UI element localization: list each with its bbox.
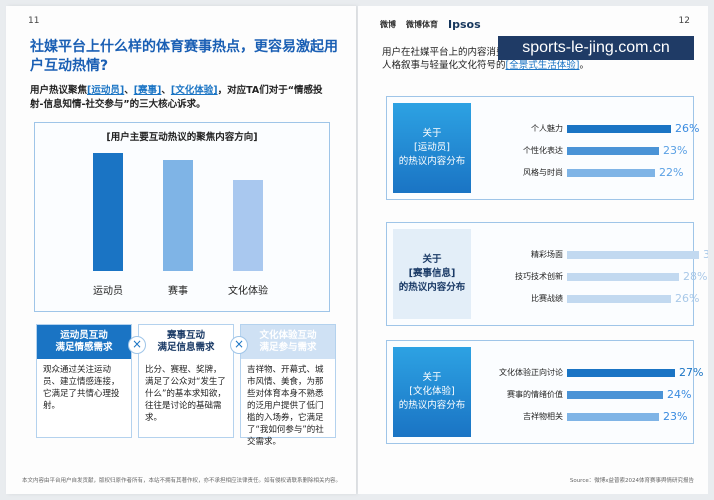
distribution-panel: 关于 [运动员] 的热议内容分布 个人魅力 26% 个性化表达 23% 风格与时尚 22% [386, 96, 699, 200]
value-label: 24% [667, 388, 692, 401]
footnote: 本文内容由平台用户自发贡献，版权归原作者所有，本站不拥有其著作权，亦不承担相应法… [22, 478, 342, 484]
panel-head: 关于 [文化体验] 的热议内容分布 [393, 347, 471, 437]
bar-chart: [用户主要互动热议的聚焦内容方向] 运动员 赛事 文化体验 [34, 122, 330, 312]
value-label: 28% [683, 270, 708, 283]
cards-row: 运动员互动 满足情感需求观众通过关注运动员、建立情感连接，它满足了共情心理投射。… [36, 324, 336, 447]
bar-个人魅力 [567, 125, 671, 133]
panel-head: 关于 [运动员] 的热议内容分布 [393, 103, 471, 193]
cross-icon: × [128, 336, 146, 354]
info-card: 文化体验互动 满足参与需求吉祥物、开幕式、城市风情、美食，为那些对体育本身不熟悉… [240, 324, 336, 447]
distribution-panel: 关于 [赛事信息] 的热议内容分布 精彩场面 33% 技巧技术创新 28% 比赛战绩 26% [386, 222, 708, 326]
bar-个性化表达 [567, 147, 659, 155]
bar-label: 吉祥物相关 [523, 412, 563, 421]
bar-赛事的情绪价值 [567, 391, 663, 399]
bar-吉祥物相关 [567, 413, 659, 421]
value-label: 23% [663, 144, 688, 157]
bar-row: 比赛战绩 26% [477, 292, 699, 305]
cross-icon: × [230, 336, 248, 354]
value-label: 22% [659, 166, 684, 179]
value-label: 33% [703, 248, 708, 261]
footnote: Source：微博x益普索2024体育赛事舆情研究报告 [569, 478, 694, 484]
bar-技巧技术创新 [567, 273, 679, 281]
card-head: 文化体验互动 满足参与需求 [241, 325, 335, 359]
bar-label: 运动员 [93, 286, 123, 297]
bar-row: 吉祥物相关 23% [477, 410, 688, 423]
card-head: 运动员互动 满足情感需求 [37, 325, 131, 359]
card-body: 观众通过关注运动员、建立情感连接，它满足了共情心理投射。 [43, 365, 120, 411]
bar-label: 技巧技术创新 [515, 272, 563, 281]
bar-row: 个人魅力 26% [477, 122, 699, 135]
bar-风格与时尚 [567, 169, 655, 177]
distribution-panel: 关于 [文化体验] 的热议内容分布 文化体验正向讨论 27% 赛事的情绪价值 24% 吉祥… [386, 340, 703, 444]
page-number: 12 [678, 16, 690, 26]
right-page: 微博 微博体育 Ipsos 12 用户在社媒平台上的内容消费从单一的赛事播报，进… [358, 6, 708, 494]
bar-文化体验正向讨论 [567, 369, 675, 377]
card-body: 吉祥物、开幕式、城市风情、美食，为那些对体育本身不熟悉的泛用户提供了低门槛的入场… [247, 365, 324, 447]
intro-text: 用户热议聚焦[运动员]、[赛事]、[文化体验]，对应TA们对于“情感投射-信息知… [30, 85, 323, 110]
bar-精彩场面 [567, 251, 699, 259]
bar-row: 技巧技术创新 28% [477, 270, 707, 283]
card-head: 赛事互动 满足信息需求 [139, 325, 233, 359]
bar-赛事 [163, 160, 193, 271]
bar-label: 风格与时尚 [523, 168, 563, 177]
left-page: 11 社媒平台上什么样的体育赛事热点，更容易激起用户互动热情? 用户热议聚焦[运… [6, 6, 356, 494]
value-label: 26% [675, 122, 700, 135]
bar-label: 个性化表达 [523, 146, 563, 155]
bar-row: 个性化表达 23% [477, 144, 688, 157]
bar-label: 赛事 [168, 286, 188, 297]
bar-label: 精彩场面 [531, 250, 563, 259]
bar-row: 文化体验正向讨论 27% [477, 366, 703, 379]
bar-文化体验 [233, 180, 263, 271]
ipsos-logo: Ipsos [448, 18, 481, 31]
bar-row: 精彩场面 33% [477, 248, 708, 261]
chart-title: [用户主要互动热议的聚焦内容方向] [106, 132, 258, 143]
value-label: 26% [675, 292, 700, 305]
bar-比赛战绩 [567, 295, 671, 303]
bar-label: 比赛战绩 [531, 294, 563, 303]
weibo-sports-logo: 微博体育 [406, 20, 438, 29]
logo-bar: 微博 微博体育 Ipsos [380, 18, 481, 31]
bar-运动员 [93, 153, 123, 271]
page-number: 11 [28, 16, 40, 26]
watermark: sports-le-jing.com.cn [498, 36, 694, 60]
panel-head: 关于 [赛事信息] 的热议内容分布 [393, 229, 471, 319]
bar-row: 风格与时尚 22% [477, 166, 687, 179]
bar-label: 文化体验 [228, 286, 268, 297]
value-label: 23% [663, 410, 688, 423]
value-label: 27% [679, 366, 704, 379]
bar-row: 赛事的情绪价值 24% [477, 388, 691, 401]
info-card: 赛事互动 满足信息需求比分、赛程、奖牌，满足了公众对“发生了什么”的基本求知欲，… [138, 324, 234, 438]
card-body: 比分、赛程、奖牌，满足了公众对“发生了什么”的基本求知欲，往往是讨论的基础需求。 [145, 365, 226, 423]
page-title: 社媒平台上什么样的体育赛事热点，更容易激起用户互动热情? [30, 39, 338, 74]
bar-label: 文化体验正向讨论 [499, 368, 563, 377]
bar-label: 个人魅力 [531, 124, 563, 133]
weibo-logo: 微博 [380, 20, 396, 29]
bar-label: 赛事的情绪价值 [507, 390, 563, 399]
info-card: 运动员互动 满足情感需求观众通过关注运动员、建立情感连接，它满足了共情心理投射。 [36, 324, 132, 438]
